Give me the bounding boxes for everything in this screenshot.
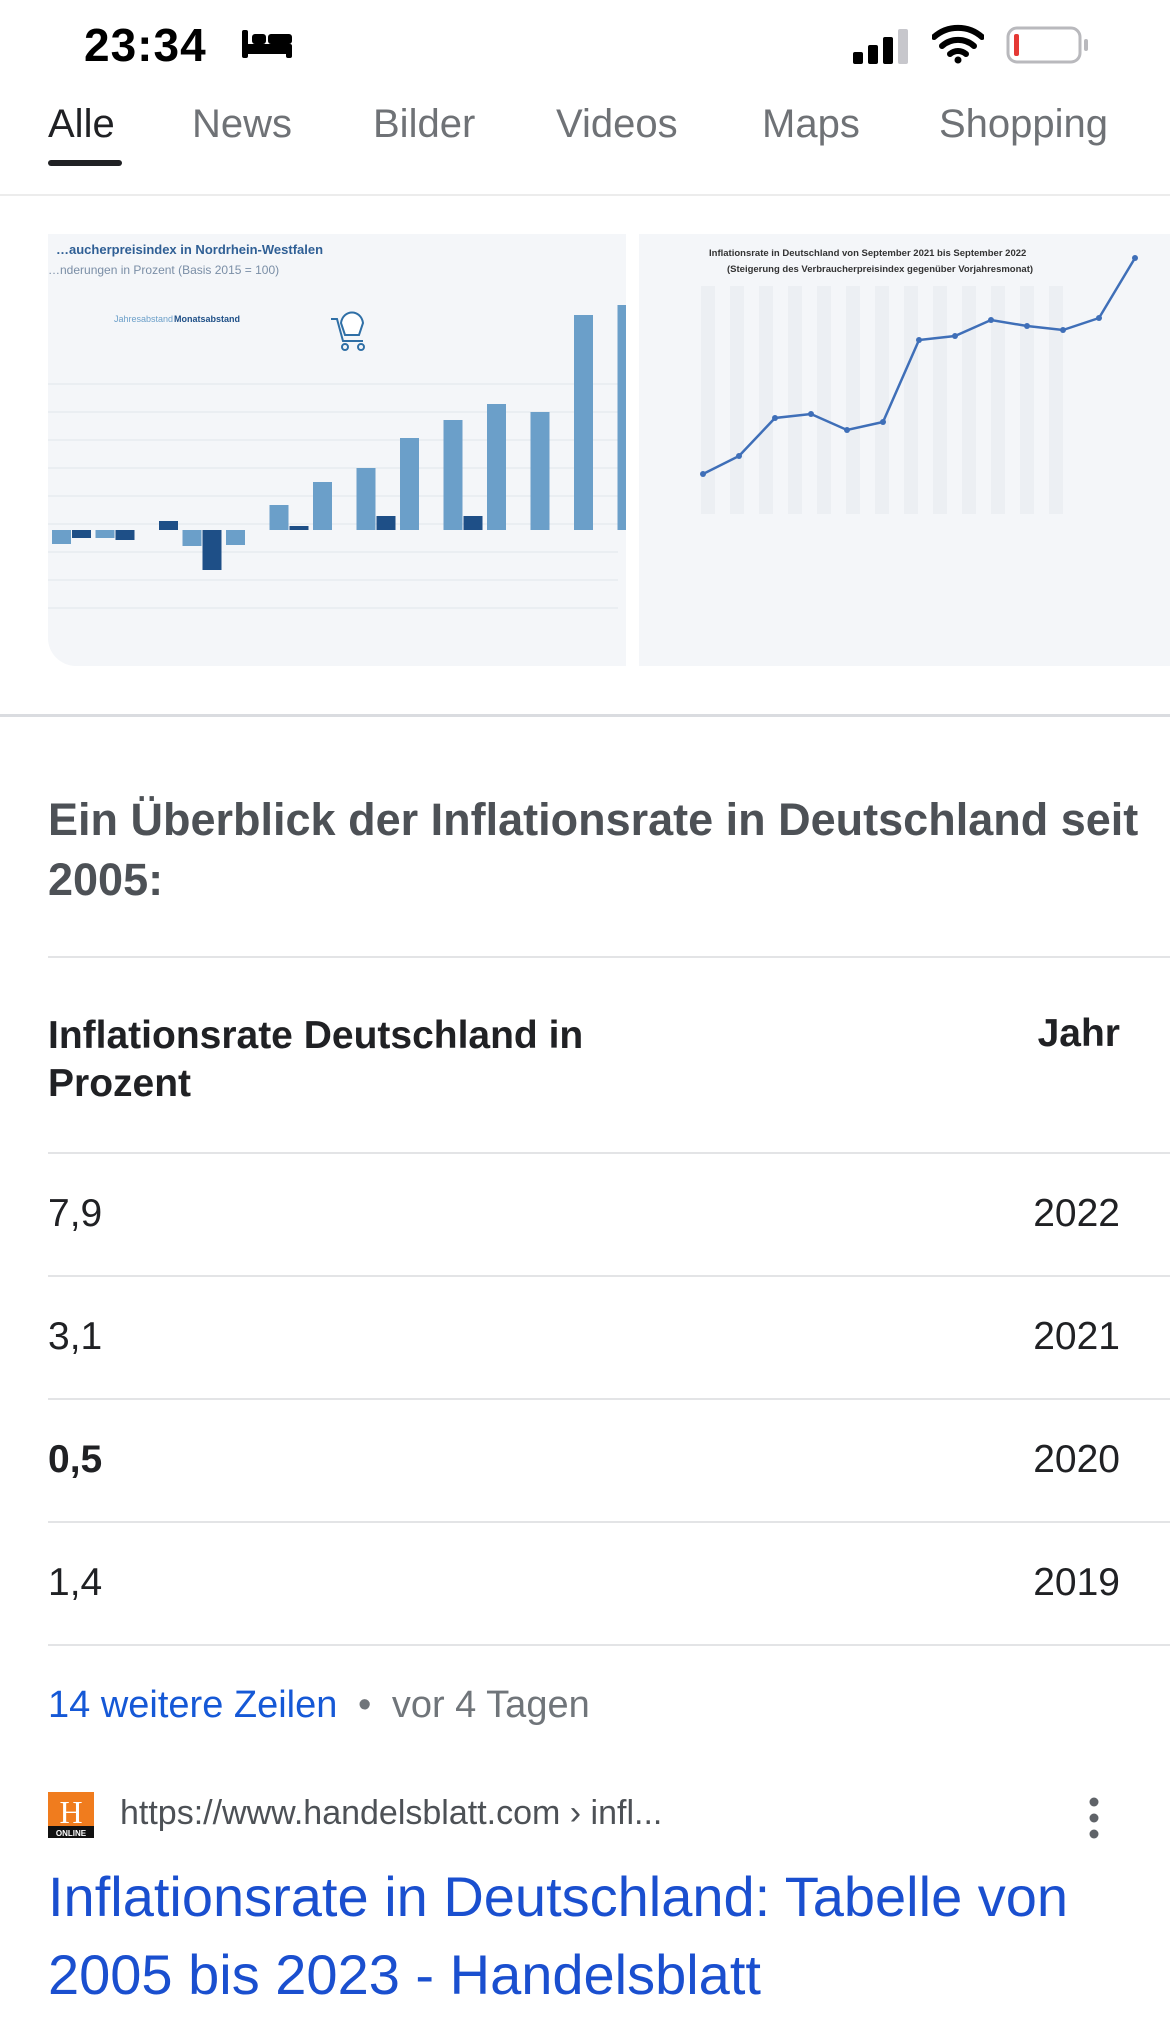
favicon-letter: H bbox=[59, 1794, 82, 1830]
thumb-column-band bbox=[933, 286, 947, 514]
thumb-line-point bbox=[880, 419, 886, 425]
thumb-column-band bbox=[1049, 286, 1063, 514]
thumb-column-band bbox=[991, 286, 1005, 514]
snippet-age: vor 4 Tagen bbox=[391, 1684, 590, 1726]
cellular-signal-icon bbox=[853, 28, 913, 69]
thumb-bar-light bbox=[313, 482, 332, 530]
featured-snippet-heading: Ein Überblick der Inflationsrate in Deut… bbox=[48, 794, 1139, 905]
thumb-bar-light bbox=[574, 315, 593, 530]
thumb-bar-light bbox=[487, 404, 506, 530]
thumb-line-point bbox=[1024, 323, 1030, 329]
thumb-bar-light bbox=[226, 530, 245, 545]
favicon-caption: ONLINE bbox=[56, 1829, 87, 1838]
thumb-bar-dark bbox=[72, 530, 91, 538]
image-right-subtitle: (Steigerung des Verbraucherpreisindex ge… bbox=[727, 264, 1033, 275]
tab-shopping[interactable]: Shopping bbox=[939, 102, 1109, 146]
thumb-line-point bbox=[952, 333, 958, 339]
image-left-legend-1: Jahresabstand bbox=[114, 314, 173, 324]
tab-bilder[interactable]: Bilder bbox=[373, 102, 476, 146]
image-results-strip: …aucherpreisindex in Nordrhein-Westfalen… bbox=[0, 234, 1170, 666]
table-header-rate: Inflationsrate Deutschland in Prozent bbox=[48, 1014, 584, 1105]
thumb-bar-light bbox=[356, 468, 376, 530]
table-cell-year: 2021 bbox=[1033, 1315, 1120, 1358]
thumb-line-point bbox=[1096, 315, 1102, 321]
inflation-table: Inflationsrate Deutschland in Prozent Ja… bbox=[48, 956, 1170, 1646]
thumb-bar-dark bbox=[115, 530, 135, 540]
thumb-line-point bbox=[844, 427, 850, 433]
tab-maps[interactable]: Maps bbox=[762, 102, 860, 146]
table-cell-year: 2022 bbox=[1033, 1192, 1120, 1235]
thumb-bar-light bbox=[443, 420, 463, 530]
table-cell-rate: 7,9 bbox=[48, 1192, 103, 1235]
status-bar: 23:34 bbox=[0, 0, 1170, 96]
thumb-bar-light bbox=[182, 530, 202, 546]
shopping-cart-icon bbox=[331, 311, 365, 351]
thumb-bar-light bbox=[400, 438, 419, 530]
table-row: 0,5 2020 bbox=[48, 1400, 1170, 1523]
thumb-bar-dark bbox=[202, 530, 222, 570]
table-cell-rate: 3,1 bbox=[48, 1315, 103, 1358]
thumb-line-point bbox=[700, 471, 706, 477]
thumb-bar-light bbox=[52, 530, 71, 544]
separator-dot: • bbox=[357, 1684, 372, 1726]
thumb-bar-light bbox=[269, 505, 289, 530]
result-url[interactable]: https://www.handelsblatt.com › infl... bbox=[120, 1794, 663, 1832]
status-time: 23:34 bbox=[84, 19, 207, 71]
table-header-year: Jahr bbox=[1037, 1012, 1120, 1055]
thumb-column-band bbox=[904, 286, 918, 514]
thumb-bar-dark bbox=[463, 516, 483, 530]
thumb-column-band bbox=[875, 286, 889, 514]
table-row: 7,9 2022 bbox=[48, 1154, 1170, 1277]
thumb-line-point bbox=[1060, 327, 1066, 333]
thumb-line-point bbox=[988, 317, 994, 323]
image-left-title: …aucherpreisindex in Nordrhein-Westfalen bbox=[56, 242, 323, 257]
thumb-bar-light bbox=[617, 305, 626, 530]
thumb-line-point bbox=[736, 453, 742, 459]
table-cell-rate: 0,5 bbox=[48, 1438, 103, 1481]
image-left-legend-2: Monatsabstand bbox=[174, 314, 240, 324]
table-cell-year: 2019 bbox=[1033, 1561, 1120, 1604]
tab-videos[interactable]: Videos bbox=[556, 102, 678, 146]
wifi-icon bbox=[931, 24, 985, 69]
thumb-bar-dark bbox=[376, 516, 396, 530]
thumb-bar-dark bbox=[159, 521, 178, 530]
more-rows-link[interactable]: 14 weitere Zeilen bbox=[48, 1684, 338, 1726]
result-title-link[interactable]: Inflationsrate in Deutschland: Tabelle v… bbox=[48, 1865, 1069, 2006]
thumb-line-point bbox=[1132, 255, 1138, 261]
thumb-bar-dark bbox=[289, 526, 309, 530]
thumb-line-point bbox=[808, 411, 814, 417]
more-options-icon[interactable] bbox=[1088, 1796, 1100, 1840]
thumb-column-band bbox=[1020, 286, 1034, 514]
image-right-title: Inflationsrate in Deutschland von Septem… bbox=[709, 248, 1026, 259]
active-tab-indicator bbox=[48, 160, 122, 166]
thumb-column-band bbox=[817, 286, 831, 514]
table-cell-rate: 1,4 bbox=[48, 1561, 103, 1604]
thumb-bar-light bbox=[95, 530, 115, 538]
tab-news[interactable]: News bbox=[192, 102, 293, 146]
table-row: 1,4 2019 bbox=[48, 1523, 1170, 1646]
thumb-column-band bbox=[962, 286, 976, 514]
thumb-line-point bbox=[772, 415, 778, 421]
bed-icon bbox=[240, 28, 294, 65]
thumb-column-band bbox=[759, 286, 773, 514]
search-tabs: Alle News Bilder Videos Maps Shopping bbox=[0, 90, 1170, 196]
more-rows-line: 14 weitere Zeilen • vor 4 Tagen bbox=[48, 1684, 590, 1727]
table-header: Inflationsrate Deutschland in Prozent Ja… bbox=[48, 956, 1170, 1154]
table-cell-year: 2020 bbox=[1033, 1438, 1120, 1481]
thumb-bar-light bbox=[530, 412, 550, 530]
thumb-column-band bbox=[788, 286, 802, 514]
handelsblatt-favicon[interactable]: H ONLINE bbox=[48, 1792, 94, 1838]
thumb-column-band bbox=[730, 286, 744, 514]
table-row: 3,1 2021 bbox=[48, 1277, 1170, 1400]
tab-alle[interactable]: Alle bbox=[48, 102, 115, 146]
battery-low-icon bbox=[1006, 26, 1090, 71]
image-result-line-chart[interactable]: Inflationsrate in Deutschland von Septem… bbox=[639, 234, 1170, 666]
section-divider bbox=[0, 714, 1170, 717]
image-left-subtitle: …nderungen in Prozent (Basis 2015 = 100) bbox=[48, 263, 279, 277]
thumb-column-band bbox=[701, 286, 715, 514]
thumb-column-band bbox=[846, 286, 860, 514]
image-result-bar-chart[interactable]: …aucherpreisindex in Nordrhein-Westfalen… bbox=[48, 234, 626, 666]
thumb-line-point bbox=[916, 337, 922, 343]
